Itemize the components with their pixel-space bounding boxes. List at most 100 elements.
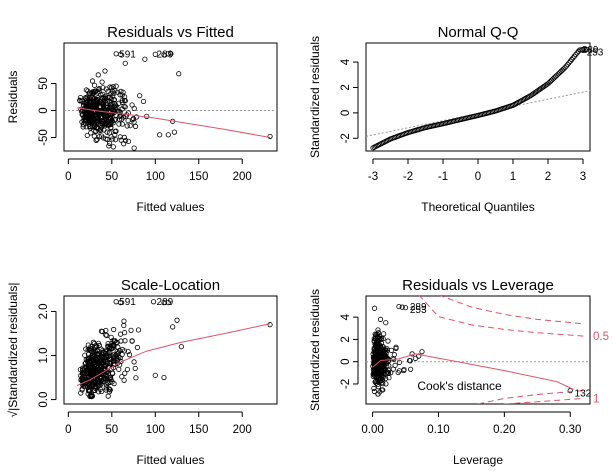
data-point [399,304,405,310]
x-axis-label: Fitted values [136,453,204,467]
y-tick-label: 2.0 [38,303,50,319]
data-point [583,46,590,52]
data-point [121,348,128,354]
data-point [101,354,107,360]
data-point [401,366,407,373]
data-point [87,119,93,125]
data-point [98,353,105,359]
cooks-distance-label: Cook's distance [417,379,502,393]
data-point [170,324,176,330]
data-point [383,353,389,359]
x-tick-label: 200 [233,171,252,183]
data-point [380,348,386,354]
data-point [402,305,409,311]
data-point [102,68,108,74]
data-point [267,133,273,140]
x-tick-label: 2 [545,171,551,183]
outlier-label: 289 [157,49,174,60]
data-point [124,123,130,129]
data-marks: 591 289 [64,49,277,151]
data-point [89,78,96,84]
x-tick-label: 150 [189,424,208,436]
data-point [85,359,91,366]
cooks-distance-curve [419,296,584,337]
plot-area [366,46,590,151]
data-point [92,349,99,355]
data-point [111,97,117,103]
data-point [171,129,178,135]
data-point [111,90,117,97]
chart-title: Scale-Location [121,277,220,294]
data-point [92,387,98,393]
panel-residuals-vs-fitted: Residuals vs Fitted Fitted values Residu… [6,24,278,214]
data-point [377,316,384,322]
plot-frame [63,295,278,405]
data-point [121,103,127,110]
data-point [80,369,87,375]
data-point [95,72,101,78]
data-point [381,331,387,337]
data-point [101,376,107,382]
data-point [383,381,389,387]
data-point [178,344,184,350]
data-point [384,346,390,352]
data-point [89,392,95,398]
data-point [374,364,381,370]
data-point [125,348,131,355]
data-point [89,355,95,361]
cooks-level-label-1: 1 [593,393,599,405]
data-point [375,357,381,363]
chart-title: Residuals vs Fitted [107,24,234,41]
data-point [113,83,119,89]
data-point [119,374,125,380]
data-point [140,98,147,105]
data-point [371,385,377,392]
data-point [393,344,399,350]
data-point [570,55,576,61]
data-point [83,95,89,101]
data-point [161,374,167,381]
y-tick-label: 50 [38,77,50,90]
plot-frame [63,42,278,152]
outlier-label: 591 [119,49,136,60]
data-point [125,117,131,124]
data-point [562,64,568,71]
data-point [112,88,118,94]
data-point [93,379,99,385]
data-point [134,344,141,351]
data-point [110,144,116,150]
outlier-label: 132 [575,388,592,399]
data-point [165,300,171,306]
data-point [83,346,89,352]
data-point [91,380,98,386]
data-point [120,114,127,120]
y-tick-label: 0 [38,107,50,113]
y-tick-label: -50 [38,129,50,146]
x-tick-label: 0.30 [559,424,581,436]
data-point [94,136,100,142]
x-tick-label: -3 [368,171,378,183]
data-point [93,96,99,103]
panel-scale-location: Scale-Location Fitted values √|Standardi… [6,277,278,467]
data-point [106,130,113,136]
data-point [87,100,93,106]
y-tick-label: -2 [340,133,352,143]
data-point [371,305,378,311]
data-point [119,97,125,103]
x-tick-label: 3 [580,171,586,183]
x-tick-label: -1 [438,171,448,183]
data-point [88,130,94,136]
data-point [121,94,128,100]
data-point [117,51,124,57]
data-point [113,299,119,305]
x-tick-label: 150 [189,171,208,183]
data-point [106,122,112,128]
data-point [90,339,97,345]
data-point [110,136,116,142]
data-point [561,66,567,72]
data-point [98,133,105,139]
data-point [101,365,107,371]
data-point [131,145,137,151]
data-point [80,367,86,373]
x-tick-label: 0.00 [361,424,383,436]
